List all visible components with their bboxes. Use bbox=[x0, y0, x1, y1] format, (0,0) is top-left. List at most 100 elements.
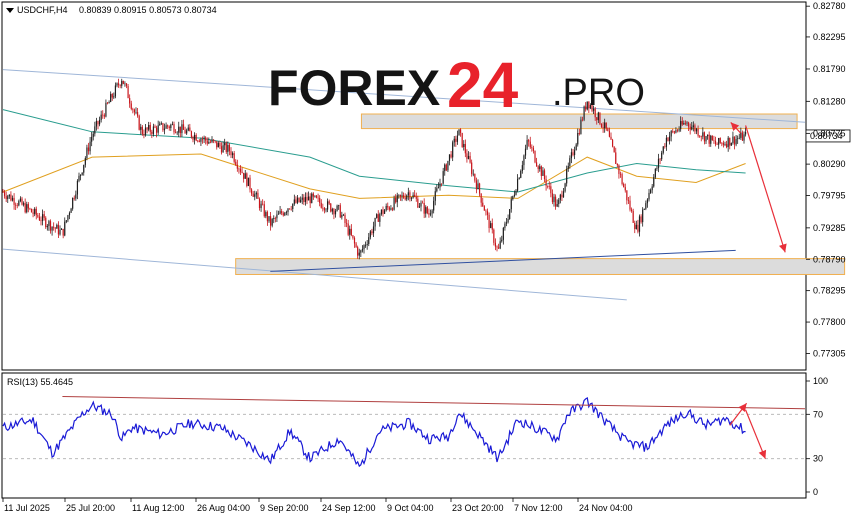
candle-up bbox=[7, 196, 9, 200]
candle-up bbox=[564, 183, 566, 192]
candle-down bbox=[252, 193, 254, 197]
candle-up bbox=[737, 138, 739, 140]
candle-down bbox=[317, 197, 319, 199]
candle-down bbox=[138, 115, 140, 130]
candle-down bbox=[399, 194, 402, 197]
candle-up bbox=[366, 243, 368, 246]
candle-down bbox=[637, 224, 639, 232]
candle-up bbox=[284, 212, 286, 216]
candle-down bbox=[122, 80, 124, 84]
candle-down bbox=[189, 127, 191, 132]
candle-down bbox=[45, 217, 47, 228]
candle-up bbox=[444, 164, 446, 172]
forecast-arrow-head bbox=[778, 243, 787, 253]
candle-down bbox=[190, 131, 193, 137]
candle-up bbox=[171, 124, 174, 125]
rsi-trendline bbox=[62, 396, 806, 410]
candle-down bbox=[106, 102, 109, 104]
candle-up bbox=[553, 196, 555, 203]
candle-up bbox=[505, 222, 508, 224]
candle-down bbox=[155, 127, 158, 133]
candle-up bbox=[227, 144, 229, 152]
candle-down bbox=[528, 140, 530, 142]
candle-up bbox=[60, 228, 63, 230]
candle-up bbox=[738, 137, 740, 139]
candle-up bbox=[670, 131, 672, 137]
candle-down bbox=[43, 214, 45, 218]
candle-up bbox=[434, 191, 436, 201]
candle-up bbox=[724, 144, 726, 145]
candle-up bbox=[376, 214, 378, 218]
candle-down bbox=[610, 136, 612, 140]
candle-down bbox=[455, 138, 457, 142]
candle-up bbox=[176, 132, 178, 134]
candle-up bbox=[222, 145, 224, 153]
candle-up bbox=[526, 140, 528, 149]
candle-up bbox=[516, 179, 519, 191]
candle-down bbox=[596, 117, 598, 121]
candle-up bbox=[383, 210, 386, 214]
candle-up bbox=[65, 220, 67, 222]
candle-down bbox=[233, 153, 235, 162]
candle-down bbox=[534, 150, 536, 163]
candle-up bbox=[273, 218, 275, 220]
candle-down bbox=[230, 151, 232, 156]
candle-down bbox=[162, 123, 164, 131]
candle-down bbox=[445, 164, 447, 171]
candle-down bbox=[741, 132, 744, 141]
candle-down bbox=[184, 129, 186, 134]
candle-up bbox=[68, 212, 71, 216]
candle-up bbox=[592, 108, 595, 111]
candle-up bbox=[556, 204, 558, 207]
resistance-zone bbox=[360, 113, 798, 130]
candle-up bbox=[338, 205, 340, 206]
candle-down bbox=[173, 124, 175, 133]
candle-up bbox=[311, 193, 313, 204]
candle-up bbox=[334, 210, 337, 215]
candle-down bbox=[309, 196, 311, 204]
candle-up bbox=[645, 203, 647, 209]
candle-down bbox=[632, 211, 634, 223]
candle-up bbox=[570, 152, 573, 159]
collapse-triangle-icon[interactable] bbox=[6, 8, 14, 13]
candle-up bbox=[279, 211, 281, 214]
candle-down bbox=[630, 209, 633, 212]
candle-down bbox=[602, 127, 604, 129]
candle-up bbox=[642, 209, 644, 223]
candle-up bbox=[276, 214, 278, 219]
candle-up bbox=[439, 183, 441, 188]
price-tick-label: 0.77800 bbox=[813, 317, 846, 327]
candle-up bbox=[499, 241, 501, 249]
candle-up bbox=[447, 160, 449, 171]
candle-up bbox=[95, 121, 98, 127]
candle-up bbox=[510, 199, 512, 210]
candle-up bbox=[98, 119, 101, 125]
candle-down bbox=[529, 141, 531, 148]
candle-down bbox=[493, 229, 495, 243]
candle-up bbox=[260, 203, 262, 209]
price-tick-label: 0.78295 bbox=[813, 286, 846, 296]
candle-up bbox=[56, 224, 58, 229]
candle-up bbox=[114, 85, 117, 97]
candle-down bbox=[136, 112, 139, 116]
candle-down bbox=[40, 220, 42, 222]
candle-up bbox=[589, 105, 592, 109]
candle-up bbox=[159, 123, 161, 126]
candle-up bbox=[429, 213, 432, 215]
candle-down bbox=[182, 124, 185, 130]
candle-down bbox=[581, 119, 584, 121]
candle-down bbox=[618, 165, 620, 174]
candle-down bbox=[339, 205, 341, 218]
candle-down bbox=[634, 222, 636, 230]
candle-down bbox=[714, 140, 717, 145]
upper-channel-line bbox=[2, 69, 806, 123]
candle-up bbox=[577, 132, 579, 145]
candle-up bbox=[656, 168, 658, 169]
candle-down bbox=[258, 198, 261, 209]
candle-down bbox=[21, 198, 23, 205]
candle-up bbox=[81, 172, 83, 175]
candle-up bbox=[67, 215, 69, 221]
watermark-brand: FOREX bbox=[268, 60, 440, 116]
candle-up bbox=[83, 164, 85, 173]
